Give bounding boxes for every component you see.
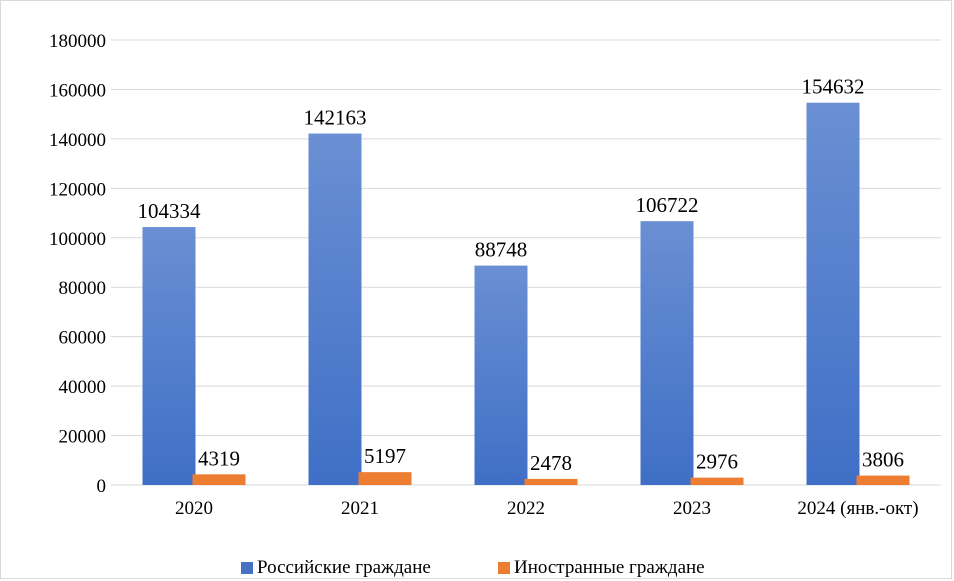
x-tick-label: 2020 [175,498,213,519]
bar-foreign [690,477,744,485]
data-label: 106722 [636,193,699,217]
bar-foreign [358,472,412,485]
bar-foreign [524,478,578,485]
data-labels: 104334 142163 88748 106722 154632 4319 5197 247… [138,75,905,475]
x-axis-ticks: 2020 2021 2022 2023 2024 (янв.-окт) [175,498,919,519]
bar-russian [142,227,196,485]
data-label: 88748 [475,238,528,262]
y-tick-label: 140000 [49,130,106,151]
y-tick-label: 80000 [59,278,107,299]
y-tick-label: 100000 [49,229,106,250]
data-label: 142163 [304,106,367,130]
data-label: 2478 [530,451,572,475]
x-tick-label: 2022 [507,498,545,519]
data-label: 154632 [802,75,865,99]
data-label: 3806 [862,448,904,472]
y-axis-ticks: 0 20000 40000 60000 80000 100000 120000 140000 1… [49,31,106,497]
legend-label: Иностранные граждане [514,557,705,578]
legend-swatch [241,562,253,574]
legend-swatch [498,562,510,574]
x-tick-label: 2024 (янв.-окт) [797,498,918,519]
y-tick-label: 120000 [49,179,106,200]
bar-foreign [192,474,246,485]
legend: Российские граждане Иностранные граждане [241,557,705,578]
legend-label: Российские граждане [257,557,431,578]
y-tick-label: 0 [97,476,107,497]
bar-russian [640,221,694,486]
data-label: 4319 [198,446,240,470]
y-tick-label: 20000 [59,427,107,448]
y-tick-label: 160000 [49,80,106,101]
x-tick-label: 2021 [341,498,379,519]
bar-russian [474,265,528,485]
data-label: 5197 [364,444,406,468]
y-tick-label: 60000 [59,328,107,349]
bar-russian [308,133,362,485]
data-label: 2976 [696,450,738,474]
data-label: 104334 [138,199,202,223]
y-tick-label: 40000 [59,377,107,398]
x-tick-label: 2023 [673,498,711,519]
bars [142,102,910,486]
bar-foreign [856,475,910,485]
bar-russian [806,102,860,485]
y-tick-label: 180000 [49,31,106,52]
